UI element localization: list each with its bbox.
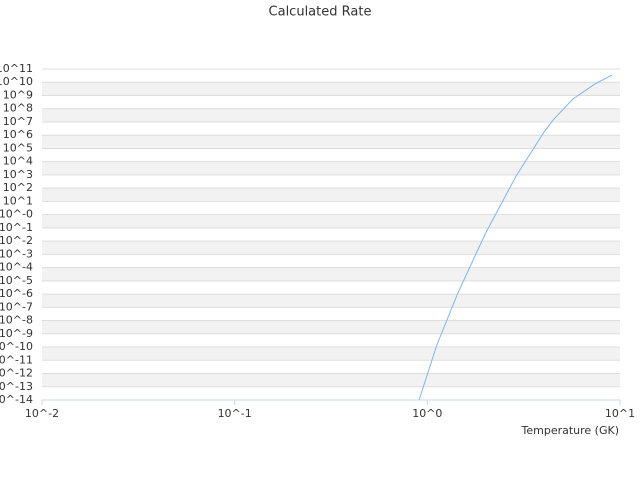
y-tick-label: 10^-13 <box>0 380 33 393</box>
y-tick-label: 10^-4 <box>0 261 33 274</box>
y-tick-label: 10^8 <box>3 102 33 115</box>
y-tick-label: 10^3 <box>3 168 33 181</box>
grid-band <box>42 294 620 308</box>
chart-title: Calculated Rate <box>269 5 372 20</box>
x-tick-label: 10^1 <box>605 407 635 420</box>
y-tick-label: 10^4 <box>3 155 33 168</box>
y-tick-label: 10^2 <box>3 181 33 194</box>
grid-band <box>42 241 620 255</box>
grid-bands <box>42 82 620 387</box>
y-tick-label: 10^7 <box>3 115 33 128</box>
grid-band <box>42 214 620 228</box>
x-axis-label: Temperature (GK) <box>521 424 620 437</box>
grid-band <box>42 82 620 96</box>
y-tick-label: 10^-10 <box>0 340 33 353</box>
grid-band <box>42 320 620 334</box>
grid-band <box>42 267 620 281</box>
y-tick-label: 10^-8 <box>0 314 33 327</box>
y-tick-label: 10^-11 <box>0 353 33 366</box>
y-tick-label: 10^-1 <box>0 221 33 234</box>
y-tick-label: 10^1 <box>3 194 33 207</box>
y-tick-label: 10^-2 <box>0 234 33 247</box>
y-tick-label: 10^-14 <box>0 393 33 406</box>
y-tick-label: 10^9 <box>3 88 33 101</box>
x-tick-label: 10^-2 <box>25 407 59 420</box>
y-tick-label: 10^6 <box>3 128 33 141</box>
x-tick-label: 10^-1 <box>218 407 252 420</box>
y-tick-label: 10^-6 <box>0 287 33 300</box>
grid-band <box>42 347 620 361</box>
y-tick-label: 10^-9 <box>0 327 33 340</box>
grid-band <box>42 161 620 175</box>
y-tick-label: 10^5 <box>3 141 33 154</box>
x-tick-label: 10^0 <box>412 407 442 420</box>
y-tick-label: 10^11 <box>0 62 33 75</box>
grid-band <box>42 188 620 202</box>
y-tick-label: 10^10 <box>0 75 33 88</box>
grid-band <box>42 135 620 149</box>
grid-band <box>42 373 620 387</box>
grid-band <box>42 108 620 122</box>
y-tick-label: 10^-5 <box>0 274 33 287</box>
y-tick-label: 10^-3 <box>0 247 33 260</box>
y-tick-label: 10^-0 <box>0 208 33 221</box>
y-tick-label: 10^-7 <box>0 300 33 313</box>
y-tick-label: 10^-12 <box>0 367 33 380</box>
data-line <box>418 74 613 401</box>
